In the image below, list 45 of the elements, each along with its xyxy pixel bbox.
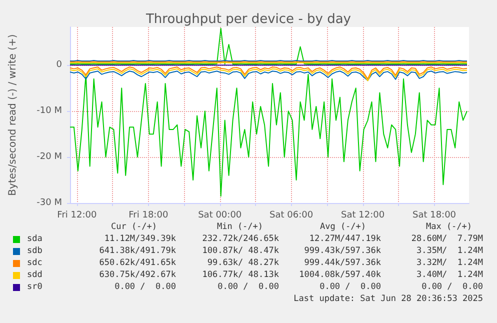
x-tick-label: Fri 18:00 (128, 210, 168, 220)
text: Avg (-/+) (318, 222, 368, 233)
y-tick-label: -20 M (36, 152, 62, 162)
text: 28.60M/ 7.79M (411, 234, 483, 245)
line-series (70, 70, 468, 82)
legend-label: sda (27, 234, 42, 245)
x-tick-label: Sat 06:00 (270, 210, 314, 220)
text: 999.43k/597.36k (304, 246, 381, 257)
y-tick-label: 0 (56, 60, 62, 70)
text: 0.00 / 0.00 (320, 282, 381, 293)
text: 100.87k/ 48.47k (202, 246, 279, 257)
text: Cur (-/+) (110, 222, 158, 233)
chart-title: Throughput per device - by day (144, 12, 352, 27)
text: 999.44k/597.36k (304, 258, 381, 269)
line-series (70, 74, 468, 197)
x-tick-label: Sat 00:00 (198, 210, 242, 220)
text: 630.75k/492.67k (99, 270, 176, 281)
y-axis-title: Bytes/second read (-) / write (+) (8, 34, 18, 196)
text: 0.00 / 0.00 (422, 282, 483, 293)
line-series (70, 28, 468, 64)
text: 0.00 / 0.00 (114, 282, 176, 293)
text: 0.00 / 0.00 (218, 282, 279, 293)
text: 12.27M/447.19k (309, 234, 381, 245)
text: Max (-/+) (424, 222, 474, 233)
text: 11.12M/349.39k (104, 234, 176, 245)
y-tick-label: -10 M (36, 106, 62, 116)
x-tick-label: Fri 12:00 (57, 210, 97, 220)
x-tick-label: Sat 12:00 (341, 210, 385, 220)
legend-label: sr0 (27, 282, 42, 293)
text: 106.77k/ 48.13k (202, 270, 279, 281)
text: 232.72k/246.65k (202, 234, 279, 245)
legend-label: sdd (27, 270, 42, 281)
y-tick-label: -30 M (36, 198, 62, 208)
text: 99.63k/ 48.27k (207, 258, 279, 269)
x-tick-label: Sat 18:00 (412, 210, 456, 220)
legend-label: sdb (27, 246, 42, 257)
text: Last update: Sat Jun 28 20:36:53 2025 (294, 294, 483, 305)
text: 650.62k/491.65k (99, 258, 176, 269)
text: 3.35M/ 1.24M (416, 246, 483, 257)
legend-label: sdc (27, 258, 42, 269)
text: Min (-/+) (216, 222, 264, 233)
text: 641.38k/491.79k (99, 246, 176, 257)
text: 3.32M/ 1.24M (416, 258, 483, 269)
text: 1004.08k/597.40k (299, 270, 381, 281)
text: 3.40M/ 1.24M (416, 270, 483, 281)
